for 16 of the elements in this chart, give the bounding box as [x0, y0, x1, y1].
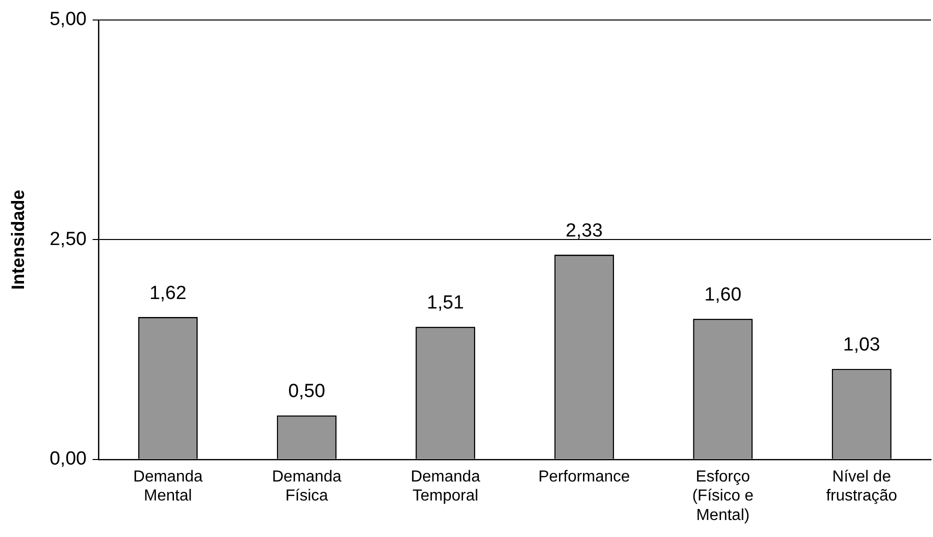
data-label: 1,51: [426, 292, 464, 314]
data-label: 1,60: [704, 284, 742, 306]
x-tick-label: Nível de frustração: [826, 468, 898, 505]
x-tick-label: Demanda Física: [272, 468, 342, 505]
y-tick-label: 2,50: [50, 228, 87, 250]
data-label: 1,03: [843, 334, 880, 356]
data-label: 0,50: [288, 381, 326, 402]
x-tick-label: Esforço (Físico e Mental): [692, 468, 754, 524]
x-tick-label: Demanda Mental: [133, 468, 203, 505]
data-label: 2,33: [566, 220, 603, 242]
data-label: 1,62: [149, 282, 186, 304]
y-axis-title: Intensidade: [8, 190, 28, 290]
x-tick-label: Demanda Temporal: [410, 468, 480, 505]
y-tick-label: 0,00: [50, 448, 87, 470]
x-tick-label: Performance: [538, 468, 630, 486]
y-tick-label: 5,00: [50, 9, 87, 30]
